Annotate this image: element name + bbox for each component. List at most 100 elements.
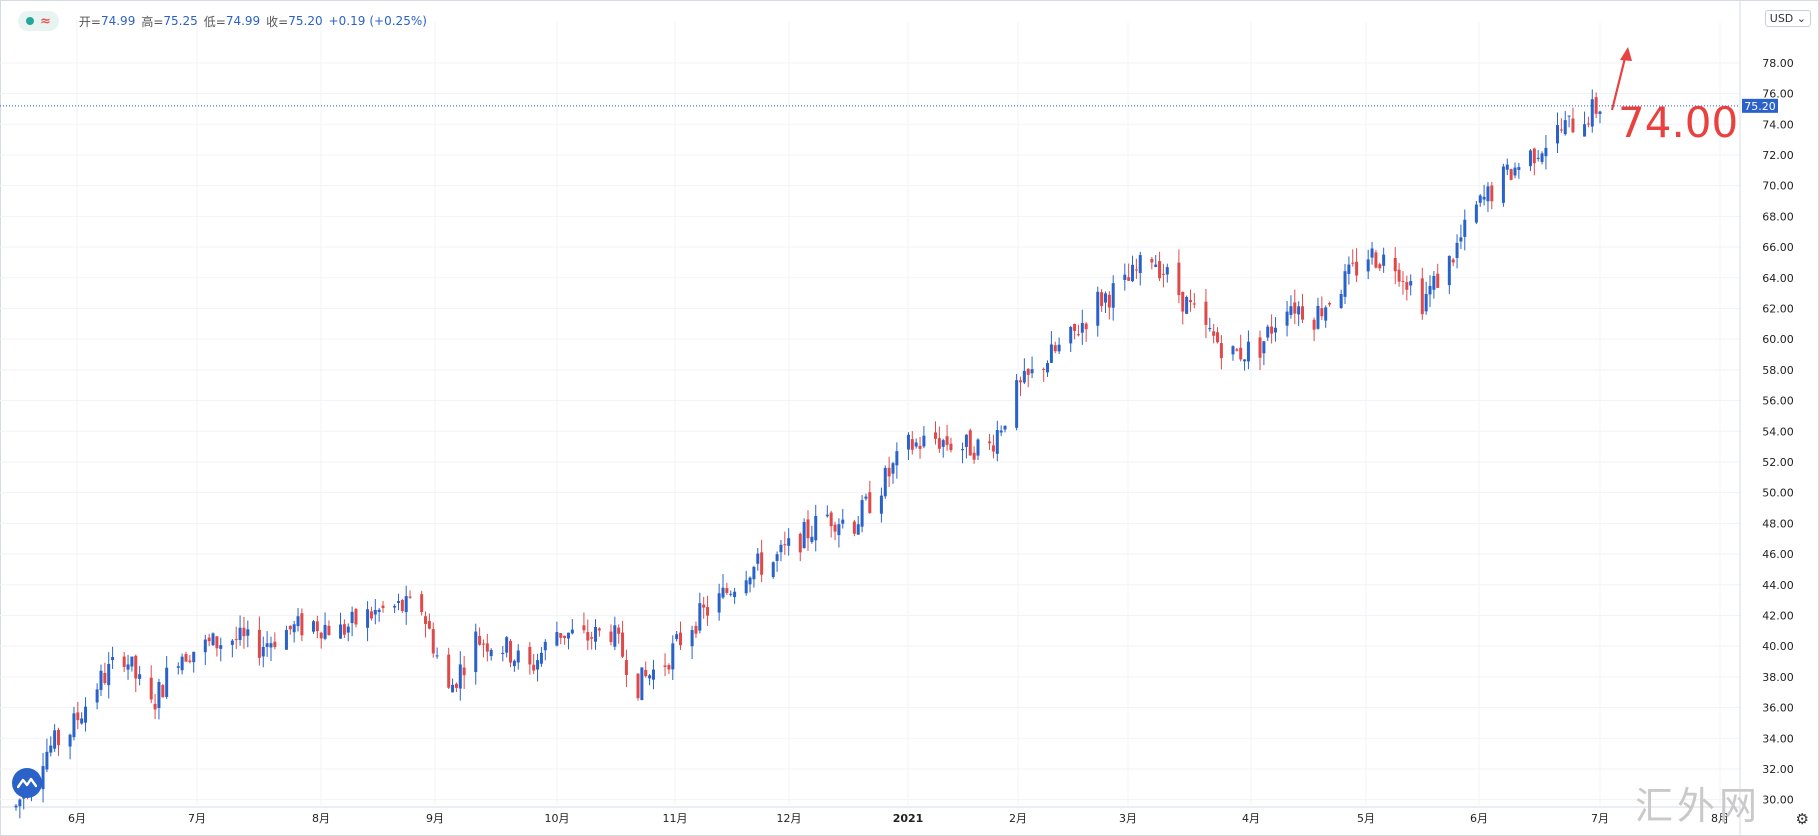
candle-body	[729, 593, 733, 595]
candle-body	[702, 604, 706, 608]
candle-body	[1084, 323, 1088, 330]
candle-body	[1134, 269, 1138, 271]
candle-body	[961, 449, 965, 451]
candle-body	[941, 440, 945, 447]
y-tick-label: 68.00	[1762, 210, 1794, 223]
symbol-chip[interactable]: ≈	[18, 11, 59, 31]
candle-body	[1505, 164, 1509, 170]
y-tick-label: 70.00	[1762, 180, 1794, 193]
candle-body	[447, 654, 451, 688]
candle-body	[1030, 369, 1034, 374]
candle-body	[478, 635, 482, 645]
y-tick-label: 74.00	[1762, 118, 1794, 131]
candle-body	[706, 607, 710, 616]
x-tick-label: 9月	[426, 812, 444, 825]
candle-body	[1053, 345, 1057, 352]
candle-body	[624, 660, 628, 675]
candle-body	[1312, 319, 1316, 330]
candle-body	[234, 639, 238, 641]
x-tick-label: 2月	[1009, 812, 1027, 825]
candle-body	[1154, 264, 1158, 267]
y-tick-label: 72.00	[1762, 149, 1794, 162]
candle-body	[485, 643, 489, 652]
candle-body	[1293, 302, 1297, 314]
candle-body	[1451, 259, 1455, 263]
candle-body	[1204, 301, 1208, 325]
candle-body	[184, 654, 188, 662]
candle-body	[1100, 292, 1104, 307]
candle-body	[1540, 153, 1544, 162]
candle-body	[597, 628, 601, 631]
y-tick-label: 76.00	[1762, 88, 1794, 101]
candle-body	[1057, 344, 1061, 352]
candle-body	[972, 452, 976, 460]
candle-body	[1370, 248, 1374, 258]
candle-body	[775, 554, 779, 561]
candle-body	[1289, 306, 1293, 315]
candle-body	[265, 643, 269, 647]
candle-body	[1517, 167, 1521, 170]
candle-body	[1478, 195, 1482, 203]
candle-body	[976, 439, 980, 456]
candle-body	[543, 641, 547, 651]
candle-body	[1571, 118, 1575, 133]
candle-body	[570, 629, 574, 634]
candle-body	[1536, 157, 1540, 159]
candle-body	[590, 637, 594, 639]
candle-body	[733, 591, 737, 598]
candle-body	[1015, 380, 1019, 428]
candle-body	[157, 681, 161, 708]
y-tick-label: 36.00	[1762, 702, 1794, 715]
candle-body	[1567, 115, 1571, 117]
candle-body	[1177, 262, 1181, 296]
candle-body	[474, 631, 478, 673]
candle-body	[1188, 300, 1192, 303]
candle-body	[134, 655, 138, 679]
candle-body	[311, 621, 315, 632]
gear-icon[interactable]: ⚙	[1795, 810, 1809, 828]
candle-body	[188, 660, 192, 662]
x-tick-label: 6月	[68, 812, 86, 825]
candle-body	[149, 677, 153, 700]
candle-body	[783, 544, 787, 546]
candle-body	[837, 524, 841, 536]
candle-body	[1366, 259, 1370, 272]
candle-body	[563, 635, 567, 638]
candle-body	[1528, 150, 1532, 167]
candle-body	[964, 434, 968, 447]
candle-body	[1266, 326, 1270, 338]
candle-body	[68, 734, 72, 747]
candle-body	[1262, 341, 1266, 354]
candle-body	[1586, 123, 1590, 125]
candle-body	[1042, 368, 1046, 370]
candle-body	[269, 643, 273, 648]
candle-body	[211, 633, 215, 646]
candle-body	[937, 438, 941, 449]
candle-body	[1301, 306, 1305, 320]
candle-body	[833, 524, 837, 532]
candle-body	[1161, 273, 1165, 275]
candle-body	[636, 673, 640, 699]
candle-body	[988, 441, 992, 444]
currency-selector[interactable]: USD ⌄	[1764, 10, 1811, 27]
candle-body	[1556, 125, 1560, 144]
candle-body	[586, 632, 590, 641]
candle-body	[698, 603, 702, 631]
candle-body	[559, 633, 563, 638]
candle-body	[56, 729, 60, 746]
candle-body	[1185, 297, 1189, 314]
candle-body	[1328, 303, 1332, 305]
candle-body	[481, 643, 485, 645]
candle-body	[810, 536, 814, 542]
ohlc-legend: ≈ 开= 74.99 高= 75.25 低= 74.99 收= 75.20 +0.19 …	[18, 10, 427, 32]
candle-body	[424, 616, 428, 624]
candle-body	[53, 730, 57, 749]
candle-body	[451, 684, 455, 693]
x-tick-label: 5月	[1357, 812, 1375, 825]
tradingview-logo-icon[interactable]	[12, 768, 42, 798]
candle-body	[771, 562, 775, 578]
change-value: +0.19	[328, 14, 366, 28]
change-percent: (+0.25%)	[369, 14, 427, 28]
candle-body	[273, 641, 277, 647]
